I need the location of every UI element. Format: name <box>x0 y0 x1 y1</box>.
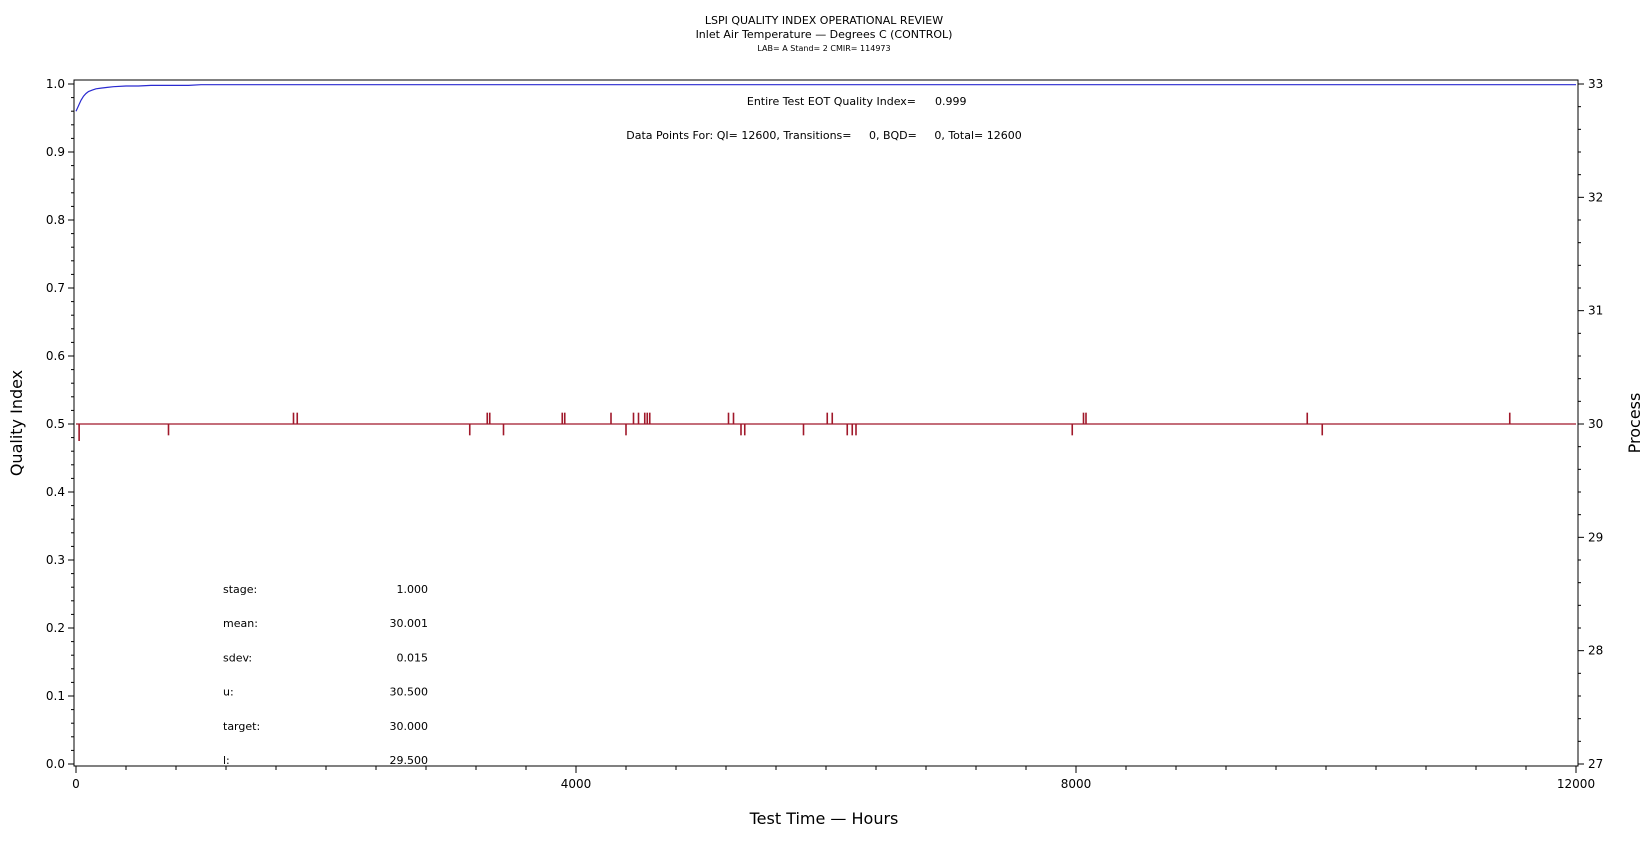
stat-label: u: <box>223 686 234 699</box>
stat-label: target: <box>223 720 260 733</box>
y-left-tick-label: 0.8 <box>46 213 65 227</box>
y-left-tick-label: 0.4 <box>46 485 65 499</box>
y-left-tick-label: 1.0 <box>46 77 65 91</box>
y-right-tick-label: 32 <box>1588 190 1603 204</box>
y-right-tick-label: 28 <box>1588 644 1603 658</box>
stat-value: 30.001 <box>390 617 429 630</box>
chart-subtitle: Inlet Air Temperature — Degrees C (CONTR… <box>696 28 953 41</box>
stat-label: l: <box>223 754 230 767</box>
y-left-tick-label: 0.2 <box>46 621 65 635</box>
x-tick-label: 4000 <box>561 777 592 791</box>
y-axis-right-label: Process <box>1625 393 1644 454</box>
y-left-tick-label: 0.6 <box>46 349 65 363</box>
stats-block: stage: 1.000 mean: 30.001 sdev: 0.015 u: 30.500… <box>223 583 428 767</box>
series-group <box>75 84 1576 441</box>
stat-value: 30.000 <box>390 720 429 733</box>
quality-index-line <box>75 84 1576 112</box>
stat-value: 29.500 <box>390 754 429 767</box>
chart-title: LSPI QUALITY INDEX OPERATIONAL REVIEW <box>705 14 943 27</box>
y-left-tick-label: 0.5 <box>46 417 65 431</box>
stat-value: 0.015 <box>397 651 429 664</box>
y-right-tick-label: 29 <box>1588 530 1603 544</box>
stat-value: 30.500 <box>390 686 429 699</box>
stat-label: sdev: <box>223 651 252 664</box>
axis-ticks: 0.0 0.1 0.2 0.3 0.4 0.5 0.6 0.7 0.8 0.9 1.0 27 28 29 3… <box>46 77 1603 791</box>
y-right-tick-label: 27 <box>1588 757 1603 771</box>
y-right-tick-label: 31 <box>1588 304 1603 318</box>
eot-quality-label: Entire Test EOT Quality Index= <box>747 95 916 108</box>
y-left-tick-label: 0.9 <box>46 145 65 159</box>
stat-value: 1.000 <box>397 583 429 596</box>
eot-quality-value: 0.999 <box>935 95 967 108</box>
y-axis-left-label: Quality Index <box>7 370 26 476</box>
y-left-tick-label: 0.0 <box>46 757 65 771</box>
y-right-tick-label: 30 <box>1588 417 1603 431</box>
x-tick-label: 8000 <box>1061 777 1092 791</box>
chart-subtitle-2: LAB= A Stand= 2 CMIR= 114973 <box>757 44 890 53</box>
plot-frame <box>73 79 1579 767</box>
data-points-annotation: Data Points For: QI= 12600, Transitions=… <box>626 129 1021 142</box>
x-tick-label: 12000 <box>1557 777 1595 791</box>
y-left-tick-label: 0.1 <box>46 689 65 703</box>
stat-label: stage: <box>223 583 257 596</box>
y-left-tick-label: 0.3 <box>46 553 65 567</box>
stat-label: mean: <box>223 617 258 630</box>
x-tick-label: 0 <box>72 777 80 791</box>
x-axis-label: Test Time — Hours <box>749 809 899 828</box>
y-right-tick-label: 33 <box>1588 77 1603 91</box>
y-left-tick-label: 0.7 <box>46 281 65 295</box>
